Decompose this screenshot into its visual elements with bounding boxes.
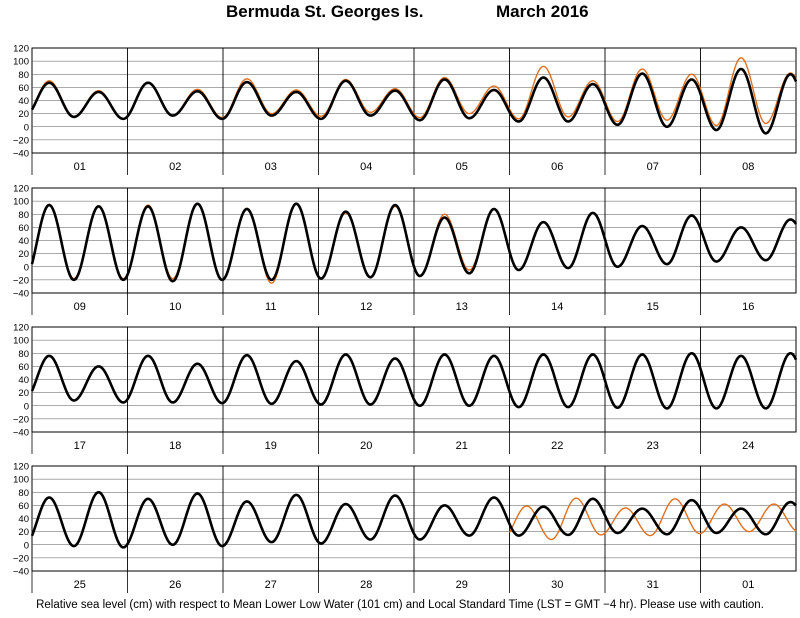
predicted-tide-line [30,351,798,410]
day-label: 10 [169,301,181,313]
y-tick-label: 120 [13,184,29,195]
y-tick-label: 80 [18,488,29,499]
day-label: 11 [265,301,276,313]
y-tick-label: 80 [18,70,29,81]
observed-tide-line [508,497,797,541]
day-label: 21 [456,440,468,452]
day-label: 04 [360,161,372,173]
day-label: 05 [456,161,468,173]
y-tick-label: −20 [13,553,29,564]
day-label: 16 [742,301,754,313]
day-label: 01 [742,579,754,591]
day-label: 01 [74,161,86,173]
day-label: 25 [74,579,86,591]
day-label: 06 [551,161,563,173]
day-label: 08 [742,161,754,173]
day-label: 27 [265,579,277,591]
y-tick-label: 80 [18,210,29,221]
chart-title: Bermuda St. Georges Is. [226,2,424,21]
day-label: 26 [169,579,181,591]
y-tick-label: 60 [18,362,29,373]
day-label: 14 [551,301,563,313]
y-tick-label: −40 [13,428,29,439]
y-tick-label: 80 [18,349,29,360]
y-tick-label: 20 [18,249,29,260]
y-tick-label: 40 [18,375,29,386]
y-tick-label: 100 [13,197,29,208]
day-label: 02 [169,161,181,173]
day-label: 30 [551,579,563,591]
y-tick-label: 0 [24,401,29,412]
footer-caption: Relative sea level (cm) with respect to … [36,599,764,611]
day-label: 07 [647,161,659,173]
chart-month-label: March 2016 [496,2,589,21]
day-label: 12 [360,301,372,313]
y-tick-label: 120 [13,323,29,334]
day-label: 29 [456,579,468,591]
day-label: 24 [742,440,754,452]
y-tick-label: 60 [18,83,29,94]
y-tick-label: 120 [13,462,29,473]
y-tick-label: 20 [18,388,29,399]
y-tick-label: 0 [24,540,29,551]
y-tick-label: 0 [24,122,29,133]
day-label: 31 [647,579,659,591]
y-tick-label: −40 [13,149,29,160]
day-label: 09 [74,301,86,313]
day-label: 15 [647,301,659,313]
day-label: 22 [551,440,563,452]
y-tick-label: −40 [13,289,29,300]
y-tick-label: 20 [18,527,29,538]
day-label: 17 [74,440,86,452]
day-label: 23 [647,440,659,452]
y-tick-label: 40 [18,96,29,107]
y-tick-label: −20 [13,275,29,286]
y-tick-label: 100 [13,57,29,68]
y-tick-label: 0 [24,262,29,273]
predicted-tide-line [30,490,797,549]
day-label: 28 [360,579,372,591]
y-tick-label: −20 [13,414,29,425]
y-tick-label: 60 [18,223,29,234]
y-tick-label: 120 [13,44,29,55]
y-tick-label: −20 [13,135,29,146]
day-label: 13 [456,301,468,313]
y-tick-label: 100 [13,336,29,347]
y-tick-label: −40 [13,567,29,578]
day-label: 18 [169,440,181,452]
predicted-tide-line [30,202,798,283]
y-tick-label: 100 [13,475,29,486]
y-tick-label: 40 [18,236,29,247]
predicted-tide-line [30,67,798,135]
y-tick-label: 60 [18,501,29,512]
y-tick-label: 40 [18,514,29,525]
y-tick-label: 20 [18,109,29,120]
day-label: 03 [265,161,277,173]
day-label: 20 [360,440,372,452]
day-label: 19 [265,440,277,452]
